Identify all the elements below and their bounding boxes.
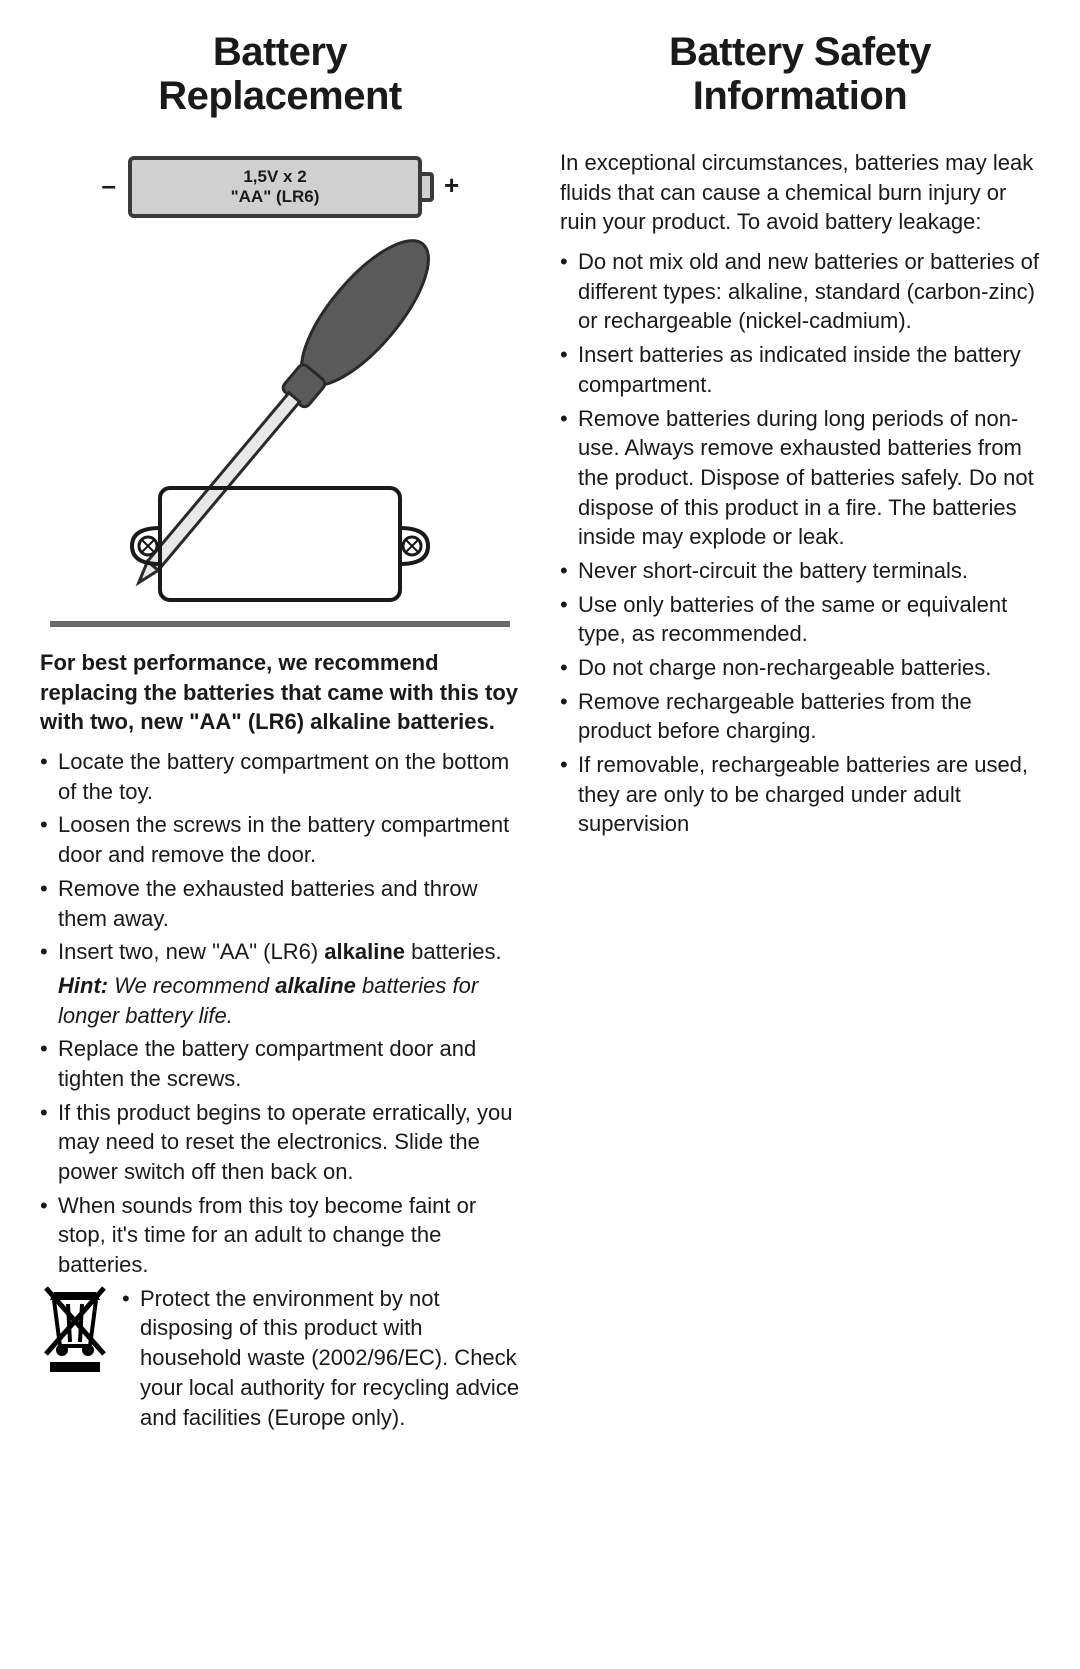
list-item: Locate the battery compartment on the bo… (40, 747, 520, 806)
list-item: Remove rechargeable batteries from the p… (560, 687, 1040, 746)
text-bold: alkaline (324, 939, 405, 964)
battery-label-line1: 1,5V x 2 (243, 167, 306, 186)
left-column: Battery Replacement – + 1,5V x 2 "AA" (L… (40, 30, 520, 1432)
right-title: Battery Safety Information (560, 30, 1040, 118)
weee-icon (40, 1284, 110, 1379)
diagram-svg: – + 1,5V x 2 "AA" (LR6) (50, 148, 510, 628)
list-item: Never short-circuit the battery terminal… (560, 556, 1040, 586)
list-item: If this product begins to operate errati… (40, 1098, 520, 1187)
list-item: Replace the battery compartment door and… (40, 1034, 520, 1093)
weee-row: Protect the environment by not disposing… (40, 1284, 520, 1432)
list-item: Insert two, new "AA" (LR6) alkaline batt… (40, 937, 520, 967)
text-bold: alkaline (275, 973, 356, 998)
list-item: Do not mix old and new batteries or batt… (560, 247, 1040, 336)
weee-text: Protect the environment by not disposing… (140, 1284, 520, 1432)
left-bullets-a: Locate the battery compartment on the bo… (40, 747, 520, 967)
list-item: Do not charge non-rechargeable batteries… (560, 653, 1040, 683)
text: Insert two, new "AA" (LR6) (58, 939, 324, 964)
left-bullets-b: Replace the battery compartment door and… (40, 1034, 520, 1280)
text: We recommend (108, 973, 275, 998)
left-title: Battery Replacement (40, 30, 520, 118)
plus-sign: + (444, 170, 459, 200)
list-item: Insert batteries as indicated inside the… (560, 340, 1040, 399)
list-item: Remove the exhausted batteries and throw… (40, 874, 520, 933)
list-item: Use only batteries of the same or equiva… (560, 590, 1040, 649)
right-bullets: Do not mix old and new batteries or batt… (560, 247, 1040, 839)
right-column: Battery Safety Information In exceptiona… (560, 30, 1040, 1432)
two-column-layout: Battery Replacement – + 1,5V x 2 "AA" (L… (40, 30, 1040, 1432)
text: batteries. (405, 939, 502, 964)
list-item: If removable, rechargeable batteries are… (560, 750, 1040, 839)
battery-label-line2: "AA" (LR6) (231, 187, 320, 206)
battery-icon: – + 1,5V x 2 "AA" (LR6) (102, 158, 460, 216)
battery-diagram: – + 1,5V x 2 "AA" (LR6) (40, 148, 520, 628)
list-item: Loosen the screws in the battery compart… (40, 810, 520, 869)
left-intro: For best performance, we recommend repla… (40, 648, 520, 737)
list-item: Remove batteries during long periods of … (560, 404, 1040, 552)
hint-label: Hint: (58, 973, 108, 998)
weee-text-wrap: Protect the environment by not disposing… (122, 1284, 520, 1432)
right-intro: In exceptional circumstances, batteries … (560, 148, 1040, 237)
list-item: When sounds from this toy become faint o… (40, 1191, 520, 1280)
minus-sign: – (102, 170, 116, 200)
hint-line: Hint: We recommend alkaline batteries fo… (40, 971, 520, 1030)
